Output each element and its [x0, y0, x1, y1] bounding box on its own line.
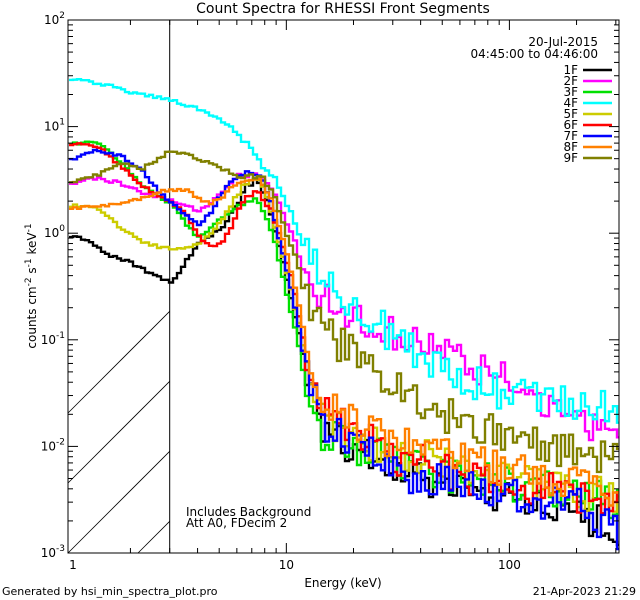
y-label-exp3: -1 — [24, 223, 34, 232]
x-tick-label-1: 1 — [69, 558, 77, 572]
legend-label-4F: 4F — [563, 96, 578, 110]
y-axis-label: counts cm-2 s-1 keV-1 — [24, 223, 39, 348]
footer-generated-by: Generated by hsi_min_spectra_plot.pro — [2, 585, 218, 598]
legend-label-7F: 7F — [563, 129, 578, 143]
x-tick-label: 10 — [279, 558, 294, 572]
y-label-exp2: -1 — [24, 258, 34, 267]
y-tick-label: 101 — [44, 118, 65, 134]
y-tick-label: 10-3 — [41, 544, 65, 560]
y-tick-label: 10-2 — [41, 437, 65, 453]
series-line-6F — [69, 142, 619, 515]
annotation-background: Includes Background — [186, 505, 311, 519]
series-group — [69, 78, 619, 551]
y-label-base: counts cm — [25, 286, 39, 348]
x-axis-label: Energy (keV) — [304, 576, 381, 590]
legend-label-5F: 5F — [563, 107, 578, 121]
series-line-9F — [69, 150, 619, 474]
axes: 1 10 100 10-3 10-2 10-1 100 101 102 — [41, 11, 619, 572]
footer-timestamp: 21-Apr-2023 21:29 — [533, 585, 636, 598]
excluded-region — [67, 20, 171, 554]
y-tick-label: 10-1 — [41, 331, 65, 347]
legend-label-8F: 8F — [563, 140, 578, 154]
hatch-line-3 — [137, 521, 170, 554]
series-line-4F — [69, 78, 619, 424]
y-label-exp1: -2 — [24, 277, 34, 286]
legend-label-6F: 6F — [563, 118, 578, 132]
legend-label-9F: 9F — [563, 151, 578, 165]
series-line-8F — [69, 177, 619, 507]
legend-label-2F: 2F — [563, 74, 578, 88]
series-line-5F — [69, 176, 619, 513]
y-label-mid: s — [25, 267, 39, 277]
legend-label-1F: 1F — [563, 63, 578, 77]
series-line-7F — [69, 148, 619, 551]
legend-label-3F: 3F — [563, 85, 578, 99]
hatch-line-2 — [67, 451, 170, 554]
hatch-line-1 — [67, 381, 170, 484]
plot-frame — [67, 19, 620, 554]
y-label-mid2: keV — [25, 232, 39, 259]
y-tick-label: 102 — [44, 11, 65, 27]
y-tick-label: 100 — [44, 224, 65, 240]
x-tick-label: 100 — [498, 558, 521, 572]
chart-title: Count Spectra for RHESSI Front Segments — [196, 1, 490, 17]
date-text: 20-Jul-2015 — [528, 35, 598, 49]
hatch-line-0 — [67, 311, 170, 414]
time-range-text: 04:45:00 to 04:46:00 — [471, 47, 598, 61]
annotation-attenuator: Att A0, FDecim 2 — [186, 516, 287, 530]
